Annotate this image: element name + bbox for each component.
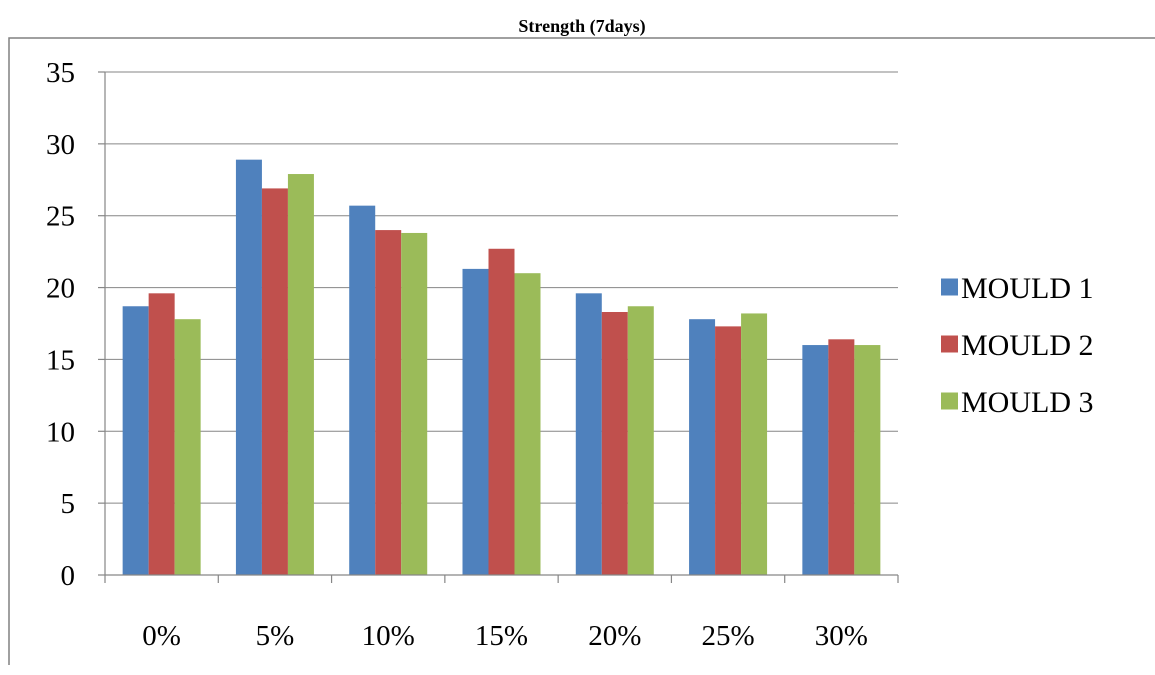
- x-tick-label: 5%: [256, 620, 295, 652]
- y-tick-label: 30: [46, 129, 75, 161]
- bar-mould-2-5pct: [261, 188, 288, 575]
- y-tick-label: 25: [46, 201, 75, 233]
- bars: [122, 159, 881, 576]
- y-tick-label: 35: [46, 57, 75, 89]
- x-tick-label: 10%: [362, 620, 415, 652]
- y-tick-labels: 0 5 10 15 20 25 30 35: [46, 57, 75, 592]
- legend-label: MOULD 3: [961, 386, 1094, 419]
- bar-mould-2-15pct: [488, 248, 515, 576]
- bar-mould-1-15pct: [462, 268, 489, 575]
- bar-mould-1-0pct: [122, 306, 149, 575]
- x-tick-label: 20%: [588, 620, 641, 652]
- chart-frame-border: [8, 37, 1155, 665]
- y-tick-label: 0: [61, 560, 76, 592]
- x-tick-labels: 0% 5% 10% 15% 20% 25% 30%: [142, 620, 868, 652]
- legend-swatch: [941, 278, 958, 296]
- bar-mould-2-20pct: [601, 312, 628, 575]
- bar-mould-3-25pct: [741, 313, 768, 575]
- bar-mould-3-30pct: [854, 345, 881, 575]
- legend: MOULD 1 MOULD 2 MOULD 3: [941, 272, 1094, 419]
- x-tick-label: 15%: [475, 620, 528, 652]
- bar-mould-1-25pct: [689, 319, 716, 575]
- bar-mould-3-0pct: [174, 319, 201, 575]
- bar-mould-3-5pct: [287, 174, 314, 575]
- bar-mould-3-15pct: [514, 273, 541, 575]
- x-tick-label: 25%: [701, 620, 754, 652]
- bar-mould-3-10pct: [401, 232, 428, 575]
- bar-mould-1-30pct: [802, 345, 829, 575]
- y-tick-label: 20: [46, 273, 75, 305]
- x-tick-label: 0%: [142, 620, 181, 652]
- y-tick-label: 5: [61, 488, 76, 520]
- bar-mould-1-20pct: [575, 293, 602, 575]
- axes: [98, 71, 899, 583]
- bar-mould-2-25pct: [715, 326, 742, 575]
- legend-swatch: [941, 392, 958, 410]
- bar-mould-2-0pct: [148, 293, 175, 575]
- legend-label: MOULD 1: [961, 272, 1094, 305]
- bar-mould-1-5pct: [235, 159, 262, 575]
- legend-swatch: [941, 335, 958, 353]
- bar-mould-1-10pct: [349, 205, 376, 575]
- legend-label: MOULD 2: [961, 329, 1094, 362]
- x-tick-label: 30%: [815, 620, 868, 652]
- bar-mould-3-20pct: [627, 306, 654, 575]
- y-tick-label: 15: [46, 344, 75, 376]
- bar-mould-2-30pct: [828, 339, 855, 575]
- bar-mould-2-10pct: [375, 230, 402, 576]
- chart-title: Strength (7days): [518, 16, 645, 37]
- y-tick-label: 10: [46, 416, 75, 448]
